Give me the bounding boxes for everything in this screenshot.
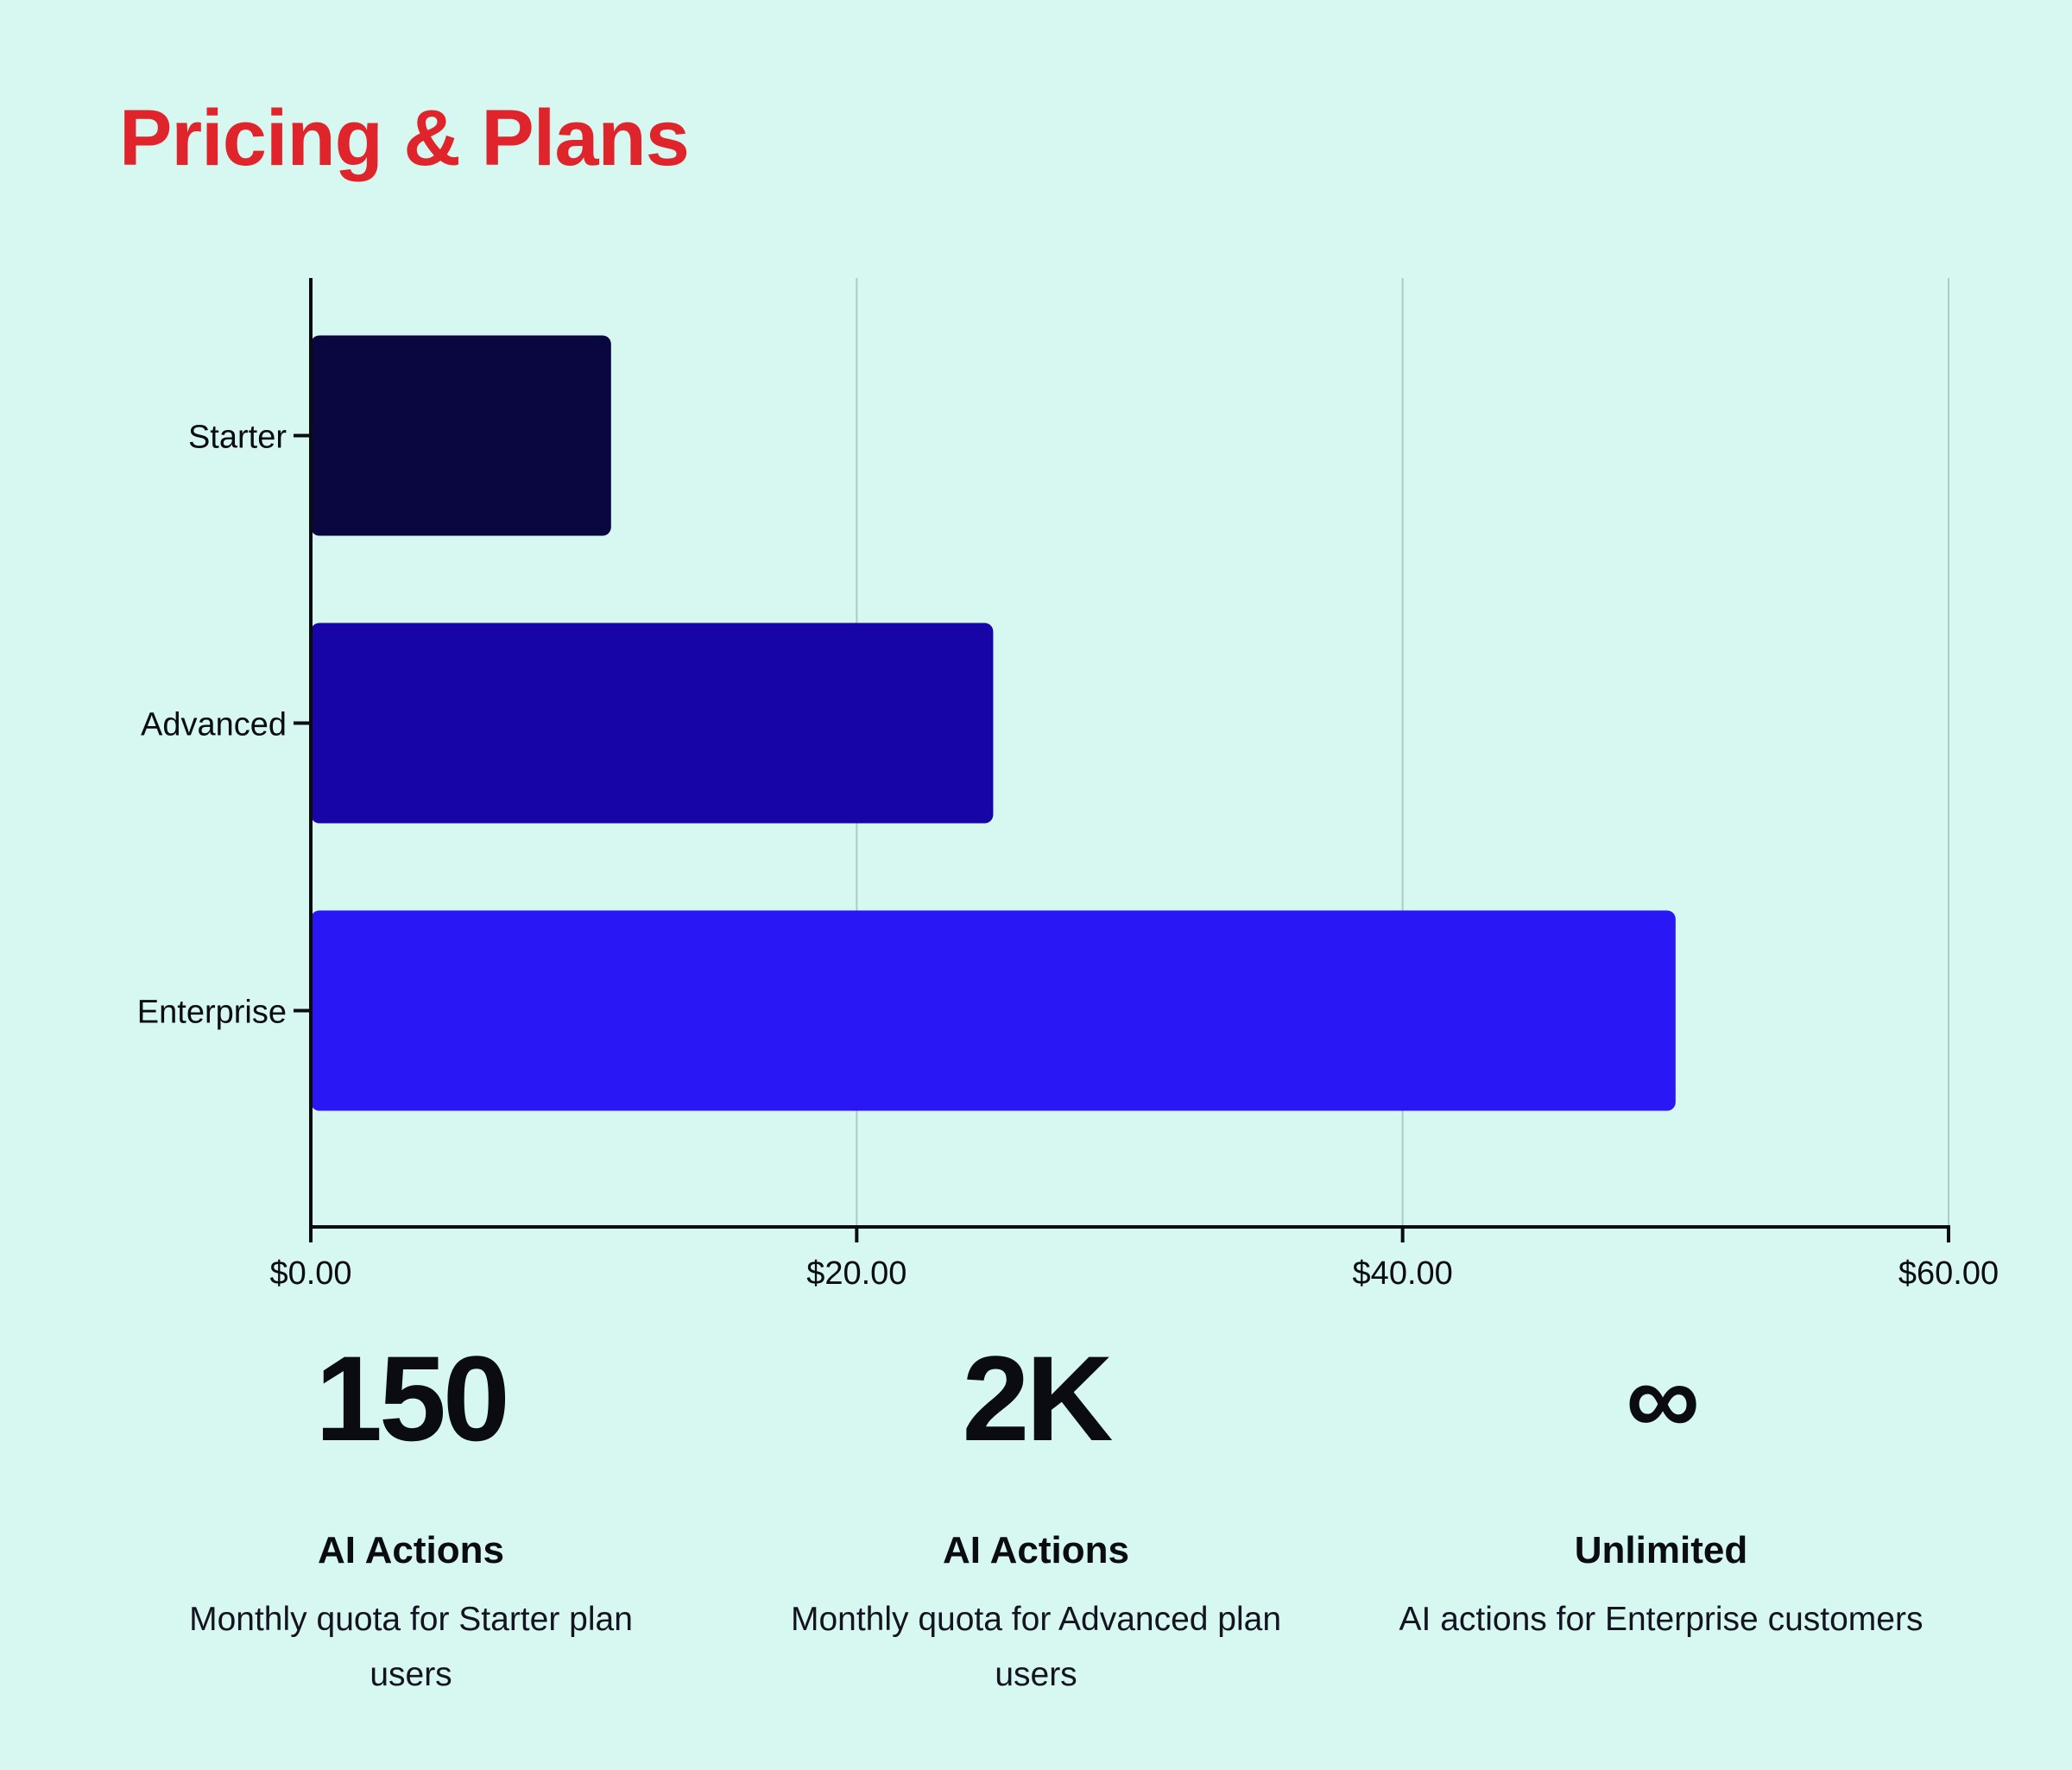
category-label: Advanced [141,707,287,743]
x-tick-label: $60.00 [1898,1255,1999,1292]
stat-advanced: 2K AI Actions Monthly quota for Advanced… [742,1330,1330,1703]
bar-advanced [311,623,994,824]
stat-description: Monthly quota for Advanced plan users [790,1601,1282,1693]
bar-enterprise [311,910,1676,1111]
page-title: Pricing & Plans [119,94,690,182]
bar-starter [311,335,611,536]
stat-starter: 150 AI Actions Monthly quota for Starter… [117,1330,704,1703]
category-label: Enterprise [137,995,287,1031]
category-label: Starter [188,420,287,456]
stat-description: AI actions for Enterprise customers [1399,1601,1924,1638]
x-tick-label: $20.00 [806,1255,906,1292]
stat-title: Unlimited [1574,1529,1748,1571]
stat-title: AI Actions [943,1529,1129,1571]
pricing-bar-chart: Starter Advanced Enterprise $0.00 $20.00 $40.… [137,278,1999,1292]
infinity-icon: ∞ [1626,1341,1700,1457]
stat-enterprise: ∞ Unlimited AI actions for Enterprise cu… [1368,1330,1955,1647]
x-tick-label: $0.00 [269,1255,351,1292]
stat-description: Monthly quota for Starter plan users [189,1601,633,1693]
stat-title: AI Actions [318,1529,504,1571]
x-tick-label: $40.00 [1353,1255,1453,1292]
stat-value: 150 [315,1331,510,1466]
stat-value: 2K [962,1331,1114,1466]
